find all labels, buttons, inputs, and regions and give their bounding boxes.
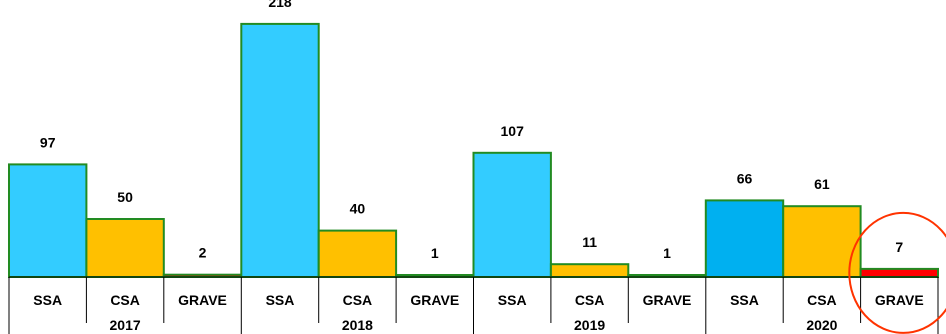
value-label-2018-ssa: 218 [268,0,292,10]
category-label-2020-csa: CSA [807,292,837,308]
bar-2018-ssa [240,22,320,279]
category-label-2017-ssa: SSA [33,292,62,308]
bars-layer [8,22,939,279]
category-axis: SSA CSA GRAVE 2017 SSA CSA GRAVE 2018 SSA CSA GRAV… [8,276,939,334]
category-label-2019-grave: GRAVE [643,292,692,308]
value-label-2017-ssa: 97 [40,134,56,150]
year-label-2018: 2018 [342,317,373,333]
value-label-2020-csa: 61 [814,176,830,192]
bar-2018-csa [317,229,398,279]
value-label-2019-ssa: 107 [501,123,525,139]
value-label-2018-grave: 1 [431,245,439,261]
bar-2020-ssa [704,199,785,278]
category-label-2019-ssa: SSA [498,292,527,308]
value-label-2017-grave: 2 [199,245,207,261]
value-label-2019-grave: 1 [663,245,671,261]
year-label-2020: 2020 [806,317,837,333]
value-label-2018-csa: 40 [350,201,366,217]
bar-2019-csa [549,263,630,279]
category-label-2020-ssa: SSA [730,292,759,308]
category-label-2019-csa: CSA [575,292,605,308]
category-label-2018-ssa: SSA [266,292,295,308]
value-label-2020-ssa: 66 [737,170,753,186]
bar-2019-ssa [472,151,552,278]
value-label-2019-csa: 11 [582,234,597,250]
highlight-circle [848,211,946,334]
value-label-2020-grave: 7 [895,239,903,255]
category-label-2017-grave: GRAVE [178,292,227,308]
annotation-layer [848,211,946,334]
category-label-2017-csa: CSA [110,292,140,308]
year-label-2019: 2019 [574,317,605,333]
bar-2017-ssa [8,163,88,278]
bar-2020-grave [859,267,939,278]
bar-2017-csa [85,218,165,278]
value-label-2017-csa: 50 [117,189,133,205]
category-label-2018-grave: GRAVE [410,292,459,308]
bar-2020-csa [782,205,862,278]
category-label-2018-csa: CSA [343,292,373,308]
year-label-2017: 2017 [110,317,141,333]
category-label-2020-grave: GRAVE [875,292,924,308]
